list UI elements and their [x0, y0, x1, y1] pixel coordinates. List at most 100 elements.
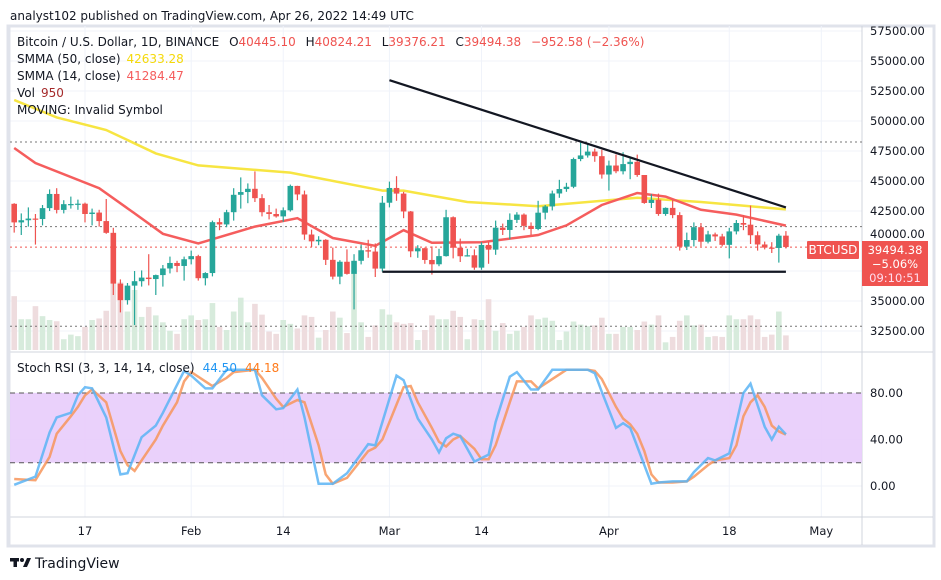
candle-body — [18, 220, 25, 223]
vol-legend[interactable]: Vol 950 — [17, 86, 64, 100]
candle — [82, 202, 88, 223]
volume-bar — [747, 315, 754, 350]
candle — [450, 216, 456, 259]
candle — [761, 241, 768, 250]
candle — [726, 227, 733, 259]
symbol-legend[interactable]: Bitcoin / U.S. Dollar, 1D, BINANCE O4044… — [17, 35, 644, 49]
price-axis[interactable]: 57500.00 55000.00 52500.00 50000.00 47500.00… — [870, 24, 925, 338]
tradingview-logo[interactable]: TradingView — [10, 556, 120, 572]
candle — [754, 231, 761, 251]
candle — [230, 188, 237, 221]
stoch-d-value: 44.18 — [245, 361, 279, 375]
volume-bar — [726, 315, 733, 350]
candle-body — [294, 185, 301, 195]
candle-body — [237, 192, 244, 195]
candle — [103, 199, 110, 234]
candle — [153, 274, 159, 295]
candle — [691, 222, 697, 247]
volume-bar — [776, 311, 782, 350]
candle — [768, 242, 775, 253]
candle-body — [273, 214, 279, 217]
volume-bar — [167, 330, 173, 350]
candle-body — [662, 207, 669, 214]
volume-bar — [768, 334, 775, 350]
volume-bar — [400, 323, 407, 350]
candle-body — [145, 277, 152, 280]
smma14-value: 41284.47 — [127, 69, 184, 83]
volume-bar — [535, 319, 541, 350]
candle — [96, 209, 102, 227]
volume-bar — [25, 319, 32, 350]
time-axis-label: May — [809, 524, 833, 538]
smma14-legend[interactable]: SMMA (14, close) 41284.47 — [17, 69, 184, 83]
volume-bar — [308, 316, 315, 350]
volume-bar — [252, 303, 258, 350]
candle — [783, 231, 789, 249]
candle — [209, 220, 216, 277]
candle — [599, 149, 605, 179]
volume-bar — [75, 336, 81, 350]
candle — [443, 209, 449, 257]
high-value: 40824.21 — [315, 35, 372, 49]
candle — [676, 212, 683, 251]
candle-body — [684, 240, 690, 247]
candle-body — [89, 212, 95, 214]
time-axis-label: 18 — [722, 524, 737, 538]
publish-info: analyst102 published on TradingView.com,… — [10, 9, 414, 23]
volume-bar — [266, 331, 272, 350]
candle-body — [202, 273, 209, 279]
candle — [358, 244, 364, 265]
change-value: −952.58 (−2.36%) — [531, 35, 644, 49]
candle — [160, 265, 166, 287]
volume-bar — [216, 326, 223, 350]
candle-body — [620, 164, 626, 172]
volume-bar — [138, 316, 145, 350]
candle — [549, 190, 556, 211]
volume-bar — [577, 324, 584, 350]
candle — [39, 205, 46, 226]
candle — [662, 207, 669, 216]
stoch-axis[interactable]: 80.00 40.00 0.00 — [870, 386, 903, 493]
volume-bar — [620, 326, 626, 350]
volume-bar — [613, 333, 619, 350]
candle — [259, 194, 265, 217]
candle — [32, 214, 39, 245]
smma50-legend[interactable]: SMMA (50, close) 42633.28 — [17, 52, 184, 66]
volume-bar — [195, 320, 202, 350]
candle-body — [82, 203, 88, 214]
candle-body — [188, 256, 194, 260]
volume-bar — [32, 306, 39, 350]
candle — [344, 249, 350, 275]
volume-bar — [96, 318, 102, 350]
trendline[interactable] — [389, 79, 787, 209]
candle-body — [330, 259, 336, 277]
time-axis[interactable]: 17 Feb 14 Mar 14 Apr 18 May — [78, 524, 834, 538]
candle — [351, 254, 357, 310]
candle-body — [499, 227, 506, 230]
volume-bar — [414, 340, 421, 350]
tradingview-logo-text: TradingView — [34, 556, 120, 572]
candle — [655, 193, 662, 216]
candle — [315, 236, 322, 246]
candle — [89, 208, 95, 226]
candle-body — [280, 210, 287, 217]
candle — [294, 185, 301, 201]
candle-body — [407, 211, 414, 252]
candle-body — [216, 222, 223, 225]
volume-bar — [202, 319, 209, 350]
candle-body — [11, 203, 17, 223]
volume-bar — [117, 282, 124, 350]
trendlines[interactable] — [382, 79, 787, 273]
volume-bar — [669, 336, 676, 350]
candle-body — [747, 224, 754, 236]
moving-legend[interactable]: MOVING: Invalid Symbol — [17, 103, 163, 117]
volume-bar — [719, 336, 725, 350]
volume-bar — [514, 330, 520, 350]
candle — [436, 248, 442, 267]
symbol-name: Bitcoin / U.S. Dollar, 1D, BINANCE — [17, 35, 219, 49]
symbol-tag-label: BTCUSD — [809, 243, 858, 257]
candle-body — [485, 244, 492, 250]
stoch-legend[interactable]: Stoch RSI (3, 3, 14, 14, close) 44.50 44.1… — [17, 361, 279, 375]
candle-body — [372, 251, 379, 269]
